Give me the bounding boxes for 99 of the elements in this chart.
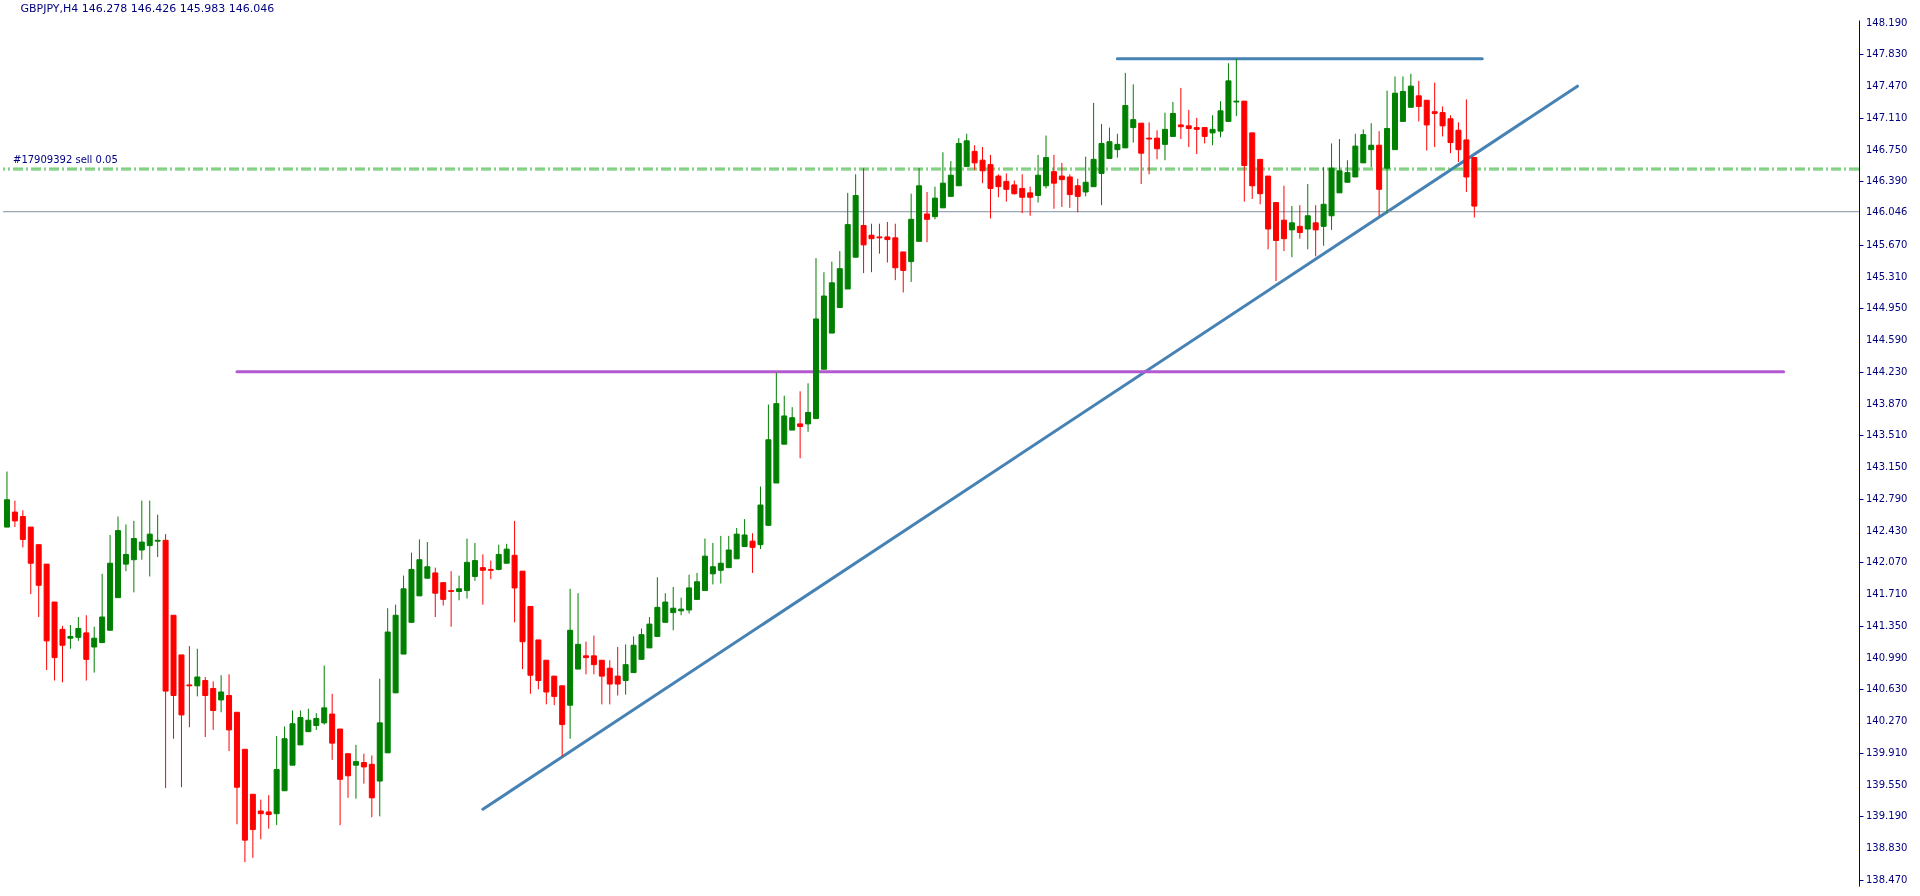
candlestick [686, 574, 693, 614]
candlestick [487, 560, 494, 580]
candlestick [218, 674, 225, 713]
candlestick [590, 635, 597, 675]
candlestick [495, 544, 502, 571]
candlestick [582, 641, 589, 675]
candlestick [1146, 121, 1153, 175]
y-tick-label: 140.270 [1866, 715, 1908, 727]
candlestick [1035, 154, 1042, 204]
candlestick [432, 567, 439, 618]
candlestick [448, 570, 455, 628]
candlestick [202, 676, 209, 738]
candlestick [606, 659, 613, 705]
candlestick [749, 532, 756, 574]
candlestick [670, 586, 677, 631]
y-tick-label: 138.470 [1866, 873, 1908, 885]
candlestick [900, 251, 907, 293]
candlestick [1296, 204, 1303, 240]
candlestick [797, 390, 804, 459]
candlestick [1407, 73, 1414, 108]
candlestick [1304, 183, 1311, 250]
y-tick-label: 142.070 [1866, 556, 1908, 568]
candlestick [345, 753, 352, 799]
candlestick [1169, 101, 1176, 137]
candlestick [1177, 87, 1184, 140]
candlestick [717, 535, 724, 585]
y-tick-label: 140.630 [1866, 683, 1908, 695]
candlestick [947, 160, 954, 197]
candlestick [1280, 185, 1287, 252]
chart-title: GBPJPY,H4 146.278 146.426 145.983 146.046 [20, 1, 275, 15]
y-tick-label: 145.670 [1866, 238, 1908, 250]
y-tick-label: 147.110 [1866, 111, 1908, 123]
candlestick [154, 514, 161, 558]
candlestick [194, 648, 201, 697]
candlestick [1161, 112, 1168, 161]
candlestick [138, 500, 145, 561]
candlestick [598, 659, 605, 705]
y-tick-label: 143.150 [1866, 461, 1908, 473]
candlestick [321, 665, 328, 726]
candlestick [1154, 129, 1161, 160]
ref-line-label: #17909392 sell 0.05 [13, 154, 118, 166]
y-tick-label: 147.830 [1866, 48, 1908, 60]
y-tick-label: 144.230 [1866, 365, 1908, 377]
candlestick [1415, 80, 1422, 122]
candlestick [1130, 83, 1137, 144]
candlestick [265, 794, 272, 830]
candlestick [1288, 205, 1295, 258]
y-tick-label: 146.390 [1866, 175, 1908, 187]
y-tick-label: 140.990 [1866, 651, 1908, 663]
candlestick [709, 542, 716, 585]
y-tick-label: 139.550 [1866, 778, 1908, 790]
candlestick [130, 520, 137, 593]
y-tick-label: 139.190 [1866, 810, 1908, 822]
candlestick [1050, 154, 1057, 210]
y-tick-label: 146.046 [1866, 205, 1908, 217]
candlestick [1066, 173, 1073, 209]
candlestick [11, 500, 18, 528]
candlestick [257, 799, 264, 840]
y-tick-label: 142.790 [1866, 492, 1908, 504]
candlestick [352, 744, 359, 800]
candlestick [805, 382, 812, 433]
y-tick-label: 138.830 [1866, 842, 1908, 854]
candlestick [360, 753, 367, 785]
candlestick [91, 626, 98, 674]
candlestick [1368, 122, 1375, 168]
y-tick-label: 139.910 [1866, 746, 1908, 758]
y-tick-label: 145.310 [1866, 270, 1908, 282]
candlestick [210, 680, 217, 731]
candlestick [122, 523, 129, 572]
candlestick [931, 186, 938, 220]
candlestick [1027, 186, 1034, 217]
candlestick [146, 500, 153, 577]
y-tick-label: 144.950 [1866, 302, 1908, 314]
candlestick [789, 406, 796, 431]
candlestick [924, 191, 931, 243]
candlestick [725, 535, 732, 569]
y-tick-label: 147.470 [1866, 80, 1908, 92]
y-tick-label: 144.590 [1866, 334, 1908, 346]
candlestick [551, 675, 558, 706]
candlestick [503, 543, 510, 564]
y-tick-label: 141.710 [1866, 588, 1908, 600]
y-tick-label: 143.510 [1866, 429, 1908, 441]
candlestick [479, 553, 486, 606]
candlestick [19, 509, 26, 548]
candlestick [1074, 178, 1081, 213]
candlestick [1312, 204, 1319, 257]
candlestick [694, 572, 701, 600]
candlestick [471, 542, 478, 582]
candlestick [1185, 109, 1192, 148]
candlestick [440, 582, 447, 607]
y-tick-label: 146.750 [1866, 143, 1908, 155]
y-tick-label: 148.190 [1866, 16, 1908, 28]
candlestick [1058, 162, 1065, 208]
y-tick-label: 143.870 [1866, 397, 1908, 409]
candlestick [1019, 173, 1026, 214]
y-tick-label: 142.430 [1866, 524, 1908, 536]
y-tick-label: 141.350 [1866, 619, 1908, 631]
candlestick [456, 575, 463, 601]
candlestick [614, 646, 621, 697]
